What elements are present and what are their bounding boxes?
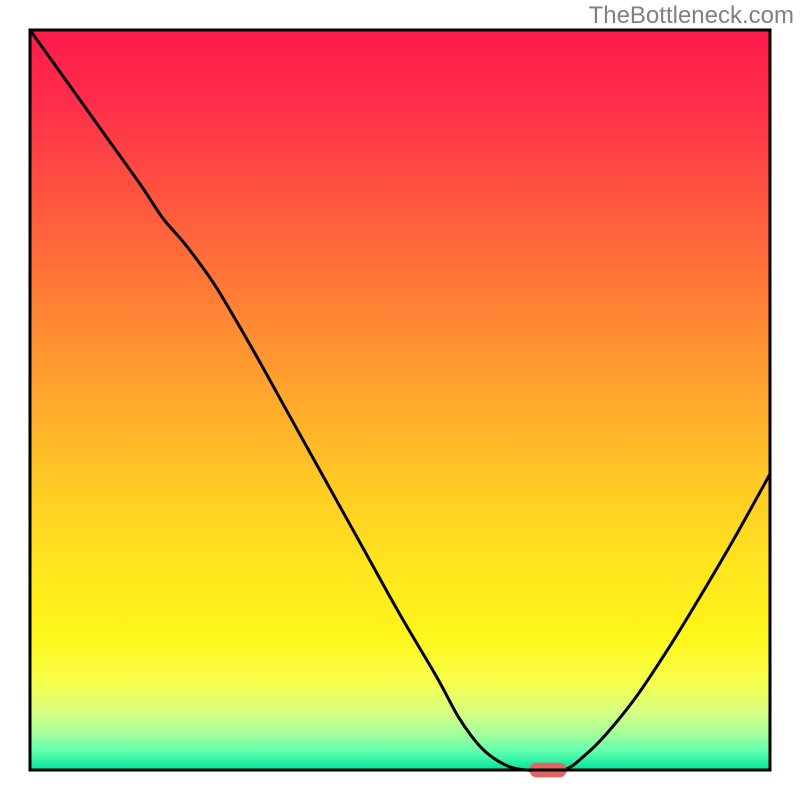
watermark-text: TheBottleneck.com bbox=[589, 2, 794, 30]
chart-svg bbox=[0, 0, 800, 800]
plot-background bbox=[30, 30, 770, 770]
bottleneck-chart: TheBottleneck.com bbox=[0, 0, 800, 800]
